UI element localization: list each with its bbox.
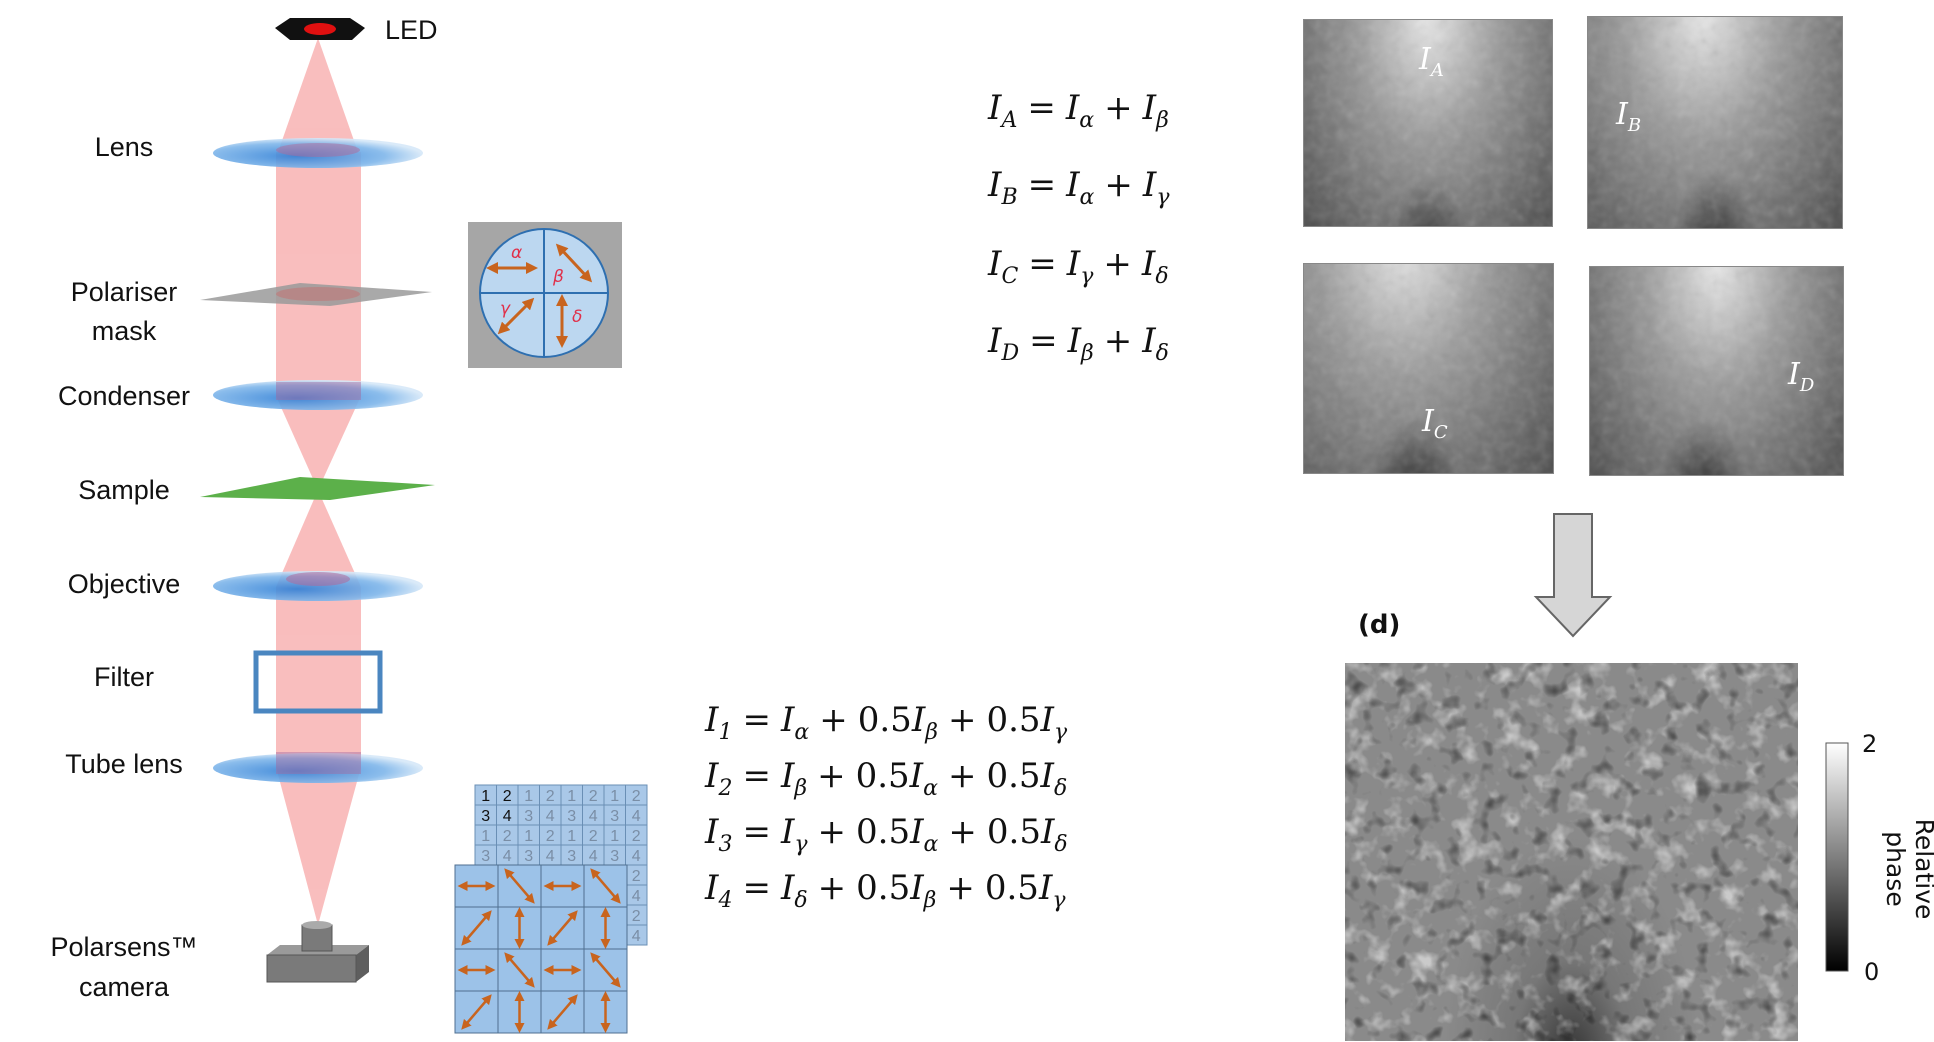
polarisation-diagonal-down-arrow-icon: [504, 952, 535, 988]
pixel-number: 1: [481, 828, 490, 845]
equation-intensity-2: I2 = Iβ +0.5Iα +0.5Iδ: [705, 756, 1068, 801]
tube-lens-label: Tube lens: [65, 749, 183, 779]
pixel-number: 4: [589, 848, 598, 865]
pixel-number: 2: [546, 828, 555, 845]
arrow-beta-icon: [555, 243, 593, 283]
polarisation-diagonal-up-arrow-icon: [461, 910, 492, 946]
quadrant-gamma: γ: [500, 299, 511, 319]
objective-label: Objective: [68, 569, 181, 599]
pixel-number: 1: [481, 788, 490, 805]
filter-label: Filter: [94, 662, 154, 692]
pixel-number: 3: [567, 848, 576, 865]
polarisation-diagonal-up-arrow-icon: [547, 994, 578, 1030]
tube-lens-icon: [213, 753, 423, 783]
quadrant-beta: β: [552, 267, 564, 287]
pixel-number: 3: [481, 848, 490, 865]
light-beam: [276, 38, 361, 925]
pixel-number: 1: [567, 788, 576, 805]
sample-icon: [200, 477, 435, 500]
pixel-number: 2: [503, 788, 512, 805]
pixel-number: 2: [632, 908, 641, 925]
equation-intensity-3: I3 = Iγ +0.5Iα +0.5Iδ: [705, 812, 1068, 857]
pixel-number: 4: [503, 808, 512, 825]
condenser-icon: [213, 380, 423, 410]
pixel-number: 2: [546, 788, 555, 805]
polarisation-diagonal-up-arrow-icon: [461, 994, 492, 1030]
polariser-label-line2: mask: [92, 316, 157, 346]
pixel-number: 1: [524, 828, 533, 845]
colorbar-max: 2: [1862, 730, 1878, 758]
pixel-number: 1: [567, 828, 576, 845]
led-icon: [275, 18, 365, 40]
micrograph-label: ID: [1788, 357, 1815, 396]
pixel-number: 2: [589, 788, 598, 805]
lens-label: Lens: [95, 132, 154, 162]
arrow-gamma-icon: [497, 297, 535, 335]
sample-label: Sample: [78, 475, 170, 505]
micrograph-label: IC: [1422, 404, 1448, 443]
equation-abcd-1: IA = Iα + Iβ: [988, 88, 1169, 133]
pixel-number: 2: [503, 828, 512, 845]
colorbar-min: 0: [1864, 958, 1880, 986]
micrograph-a: IA: [1303, 19, 1553, 227]
down-arrow-icon: [1533, 513, 1613, 638]
quadrant-alpha: α: [511, 243, 522, 263]
equation-abcd-4: ID = Iβ + Iδ: [988, 321, 1169, 366]
pixel-number: 4: [546, 848, 555, 865]
camera-icon: [266, 921, 369, 983]
pixel-number: 4: [632, 928, 641, 945]
micrograph-label: IA: [1419, 42, 1444, 81]
micrograph-c: IC: [1303, 263, 1554, 474]
pixel-number: 4: [546, 808, 555, 825]
equation-abcd-2: IB = Iα + Iγ: [988, 165, 1170, 210]
micrograph-label: IB: [1616, 97, 1642, 136]
condenser-label: Condenser: [58, 381, 190, 411]
pixel-number: 1: [610, 828, 619, 845]
pixel-number: 2: [632, 828, 641, 845]
pixel-number: 3: [567, 808, 576, 825]
polariser-mask-inset: α β γ δ: [468, 222, 622, 368]
pixel-number: 1: [524, 788, 533, 805]
micrograph-d: ID: [1589, 266, 1844, 476]
pixel-number: 3: [524, 808, 533, 825]
camera-label-line2: camera: [79, 972, 170, 1002]
phase-image: [1345, 663, 1798, 1041]
quadrant-delta: δ: [572, 307, 582, 327]
pixel-number: 4: [632, 848, 641, 865]
polarisation-diagonal-up-arrow-icon: [547, 910, 578, 946]
pixel-number: 2: [632, 868, 641, 885]
camera-label-line1: Polarsens™: [50, 932, 197, 962]
colorbar: [1825, 742, 1849, 972]
equation-intensity-1: I1 = Iα +0.5Iβ +0.5Iγ: [705, 700, 1068, 745]
pixel-number: 4: [632, 888, 641, 905]
panel-label-d: (d): [1358, 610, 1401, 640]
pixel-number: 4: [589, 808, 598, 825]
pixel-number: 4: [503, 848, 512, 865]
pixel-number: 3: [610, 808, 619, 825]
polariser-label-line1: Polariser: [71, 277, 178, 307]
polarisation-diagonal-down-arrow-icon: [504, 868, 535, 904]
pixel-number: 3: [481, 808, 490, 825]
equation-abcd-3: IC = Iγ + Iδ: [988, 244, 1169, 289]
filter-icon: [253, 650, 383, 714]
colorbar-label: Relative phase: [1881, 818, 1934, 920]
pixel-number: 2: [589, 828, 598, 845]
polarisation-diagonal-down-arrow-icon: [590, 952, 621, 988]
pixel-number: 3: [524, 848, 533, 865]
polarisation-diagonal-down-arrow-icon: [590, 868, 621, 904]
pixel-number: 1: [610, 788, 619, 805]
micrograph-b: IB: [1587, 16, 1843, 229]
led-label: LED: [385, 15, 438, 45]
pixel-number: 2: [632, 788, 641, 805]
pixel-number: 3: [610, 848, 619, 865]
pixel-number: 4: [632, 808, 641, 825]
equation-intensity-4: I4 = Iδ +0.5Iβ +0.5Iγ: [705, 868, 1066, 913]
